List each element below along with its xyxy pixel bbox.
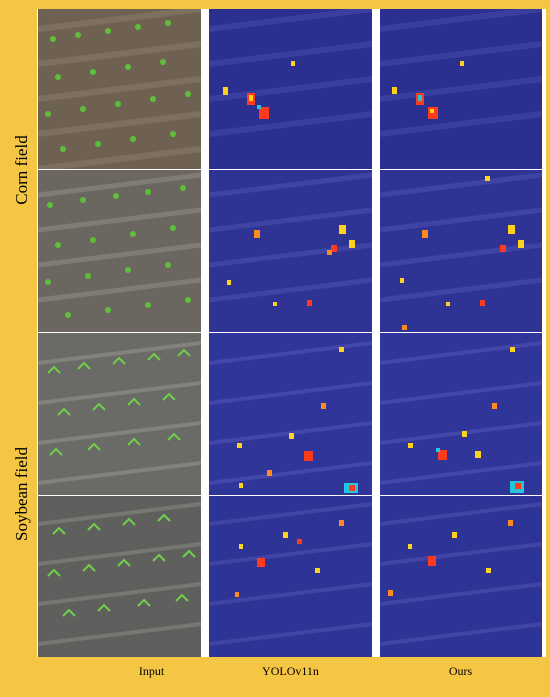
input-soybean-1: [38, 333, 201, 495]
column-label-input: Input: [138, 664, 165, 678]
yolo-corn-1: [209, 9, 372, 169]
input-corn-1: [38, 9, 201, 169]
column-label-yolo: YOLOv11n: [262, 664, 319, 678]
yolo-corn-2: [209, 170, 372, 332]
yolo-soybean-1: [209, 333, 372, 495]
input-corn-2: [38, 170, 201, 332]
ours-corn-2: [380, 170, 542, 332]
input-column: [38, 9, 201, 657]
row-label-corn: Corn field: [12, 135, 31, 205]
ours-soybean-2: [380, 496, 542, 657]
ours-corn-1: [380, 9, 542, 169]
column-label-ours: Ours: [448, 664, 473, 678]
row-label-soybean: Soybean field: [12, 447, 31, 541]
input-soybean-2: [38, 496, 201, 657]
yolo-soybean-2: [209, 496, 372, 657]
ours-soybean-1: [380, 333, 542, 495]
yolo-column: [209, 9, 372, 657]
ours-column: [380, 9, 542, 657]
